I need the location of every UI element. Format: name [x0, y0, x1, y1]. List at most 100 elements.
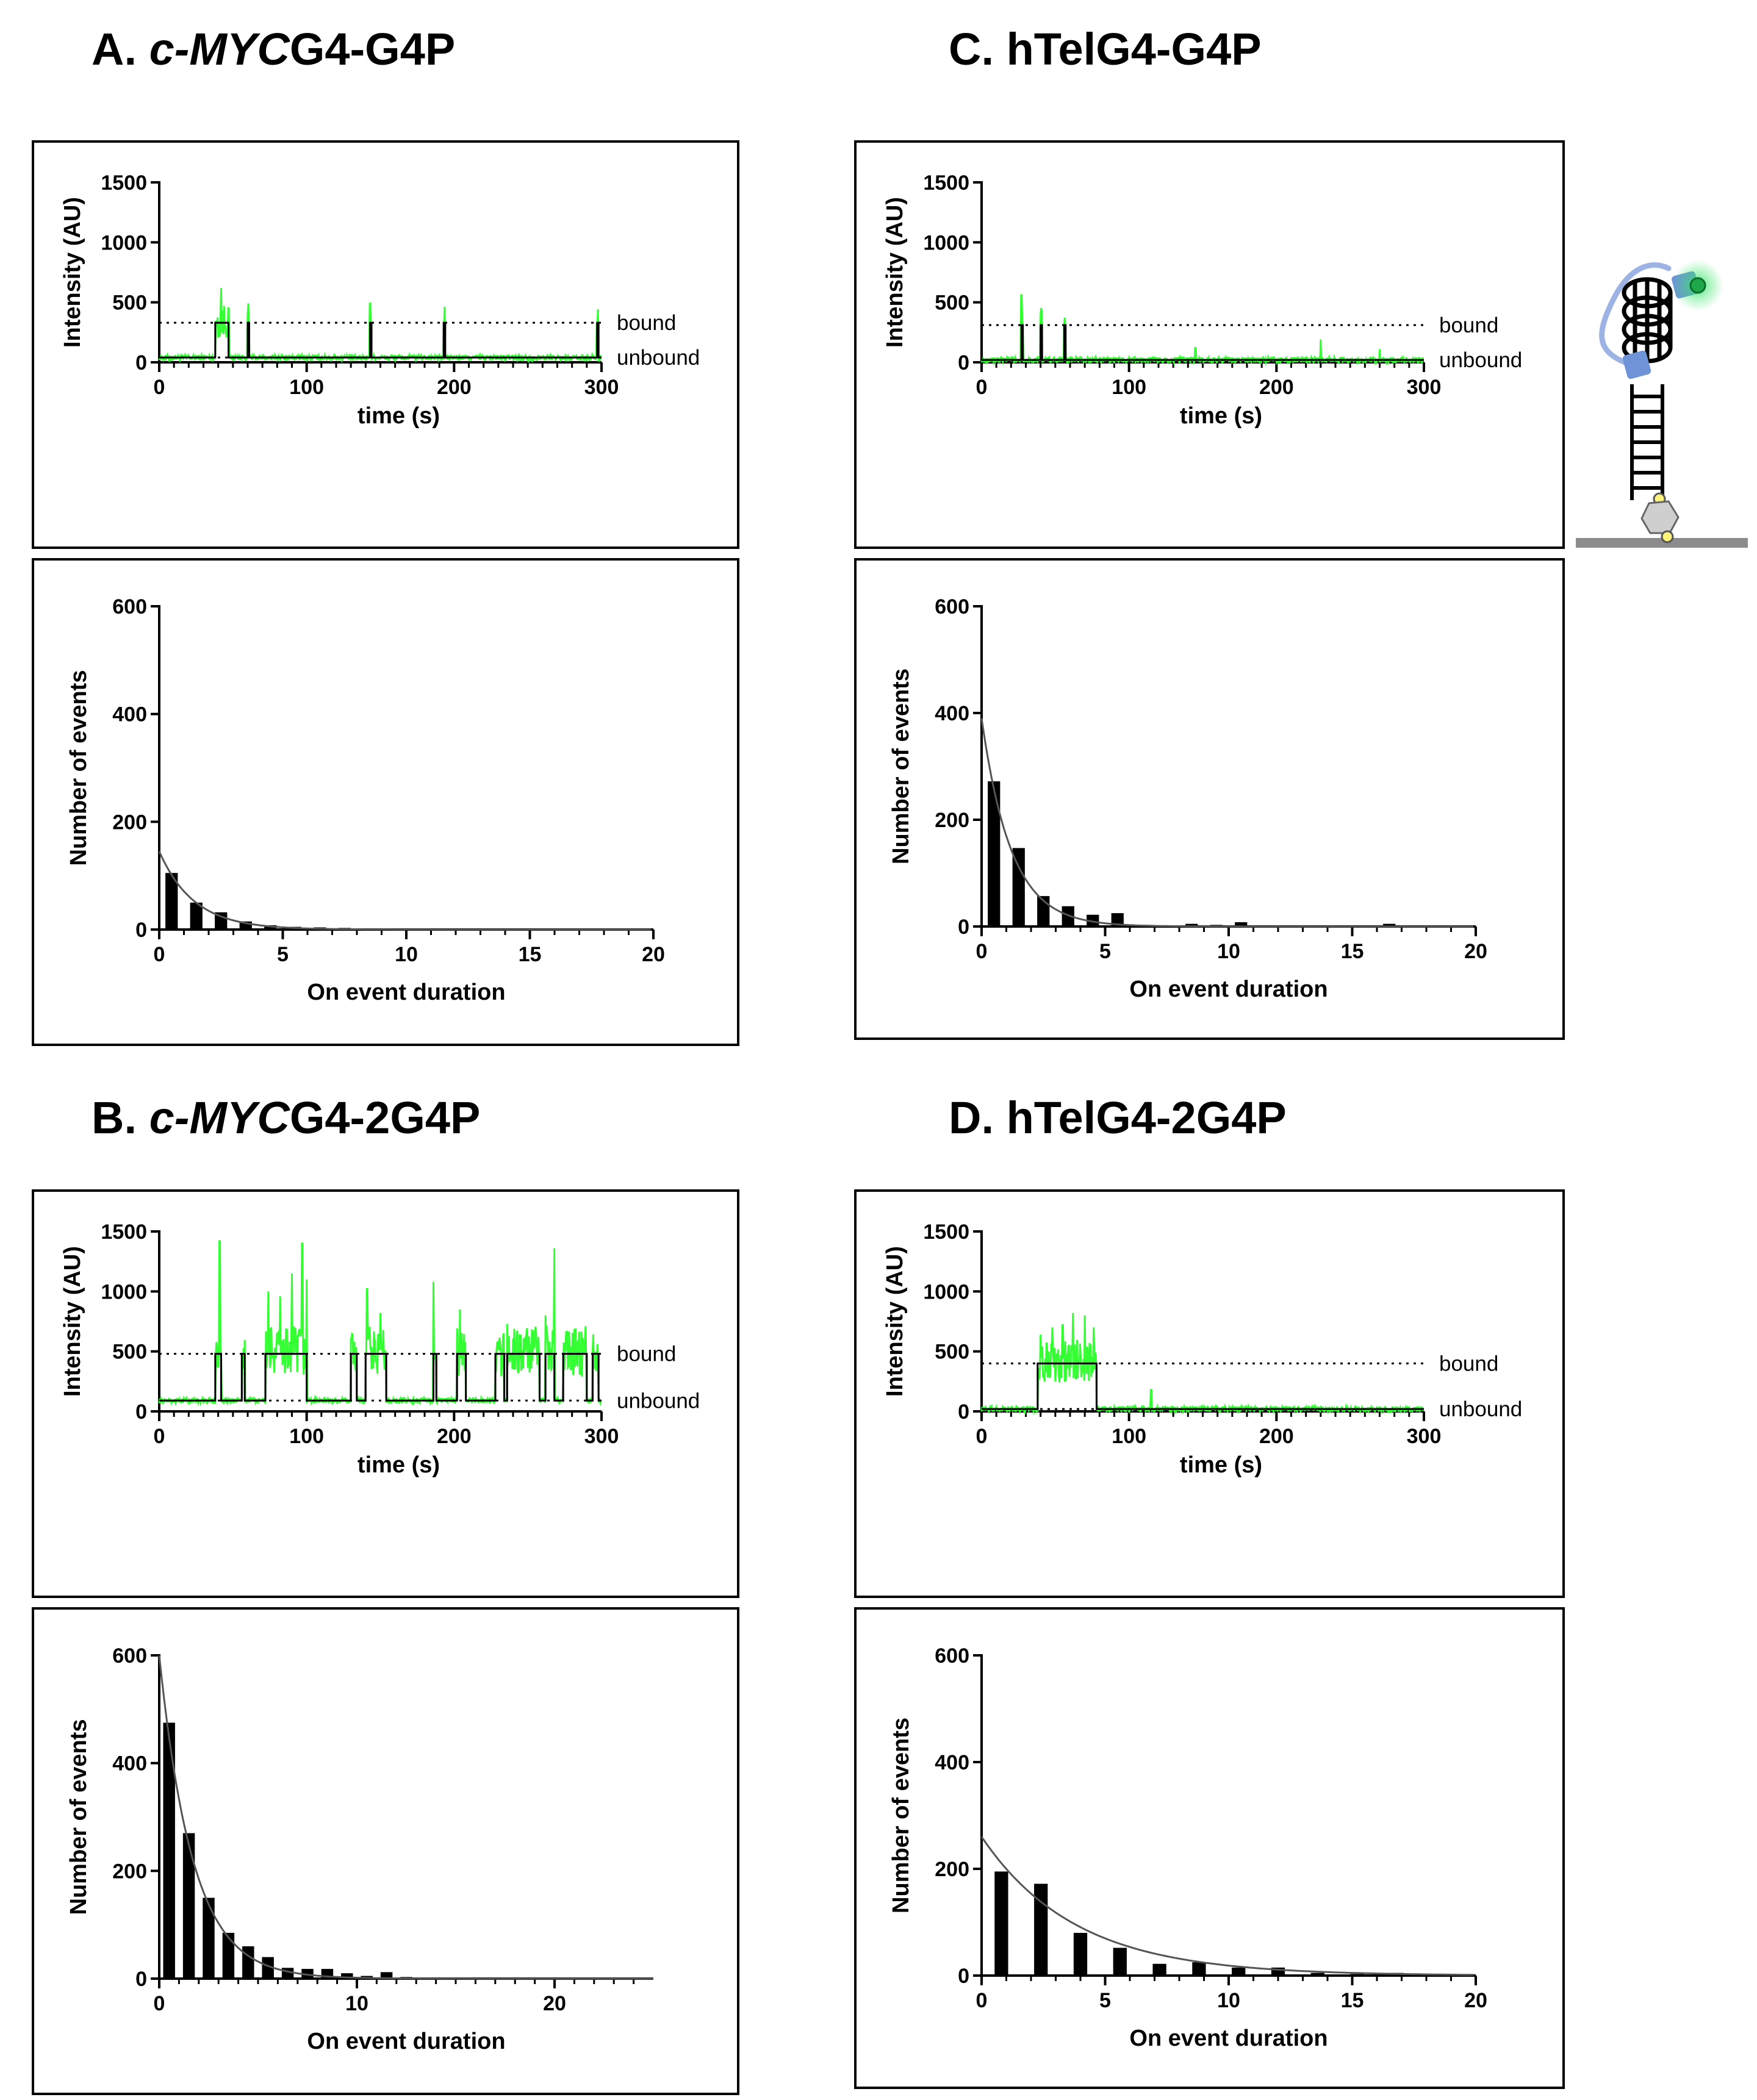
linker-loop — [1599, 262, 1672, 369]
y-tick-label: 200 — [935, 1858, 969, 1881]
unbound-label: unbound — [1439, 1397, 1522, 1421]
g4-construct-schematic — [1576, 260, 1748, 548]
surface-bar — [1576, 538, 1748, 548]
y-tick-label: 600 — [112, 595, 147, 618]
y-tick-label: 400 — [112, 1752, 147, 1776]
x-tick-label: 100 — [1112, 376, 1146, 399]
x-tick-label: 20 — [543, 1992, 566, 2015]
x-tick-label: 300 — [584, 376, 619, 399]
x-tick-label: 0 — [976, 940, 988, 963]
chart-a-histogram-box: 0 200 400 600 0 5 10 15 20 On event duration Numbe… — [32, 558, 739, 1046]
x-tick-label: 10 — [1217, 1989, 1240, 2012]
idealized-state-trace — [159, 1353, 602, 1402]
y-tick-label: 0 — [958, 351, 969, 374]
fluorophore-icon — [1689, 277, 1706, 294]
y-axis-title: Intensity (AU) — [882, 197, 908, 348]
y-tick-label: 500 — [935, 1341, 969, 1364]
exponential-fit-curve — [980, 1836, 1473, 1976]
x-axis-title: time (s) — [1180, 1452, 1262, 1478]
chart-d-trace-box: 0 500 1000 1500 0 100 200 300 bound unbound time (… — [854, 1189, 1565, 1598]
intensity-trace — [980, 294, 1424, 366]
histogram-bar — [1350, 1974, 1364, 1976]
chart-b-trace-box: 0 500 1000 1500 0 100 200 300 bound unbound time (… — [32, 1189, 739, 1598]
histogram-bar — [242, 1946, 254, 1979]
intensity-trace — [980, 1313, 1425, 1415]
histogram-bar — [1192, 1962, 1206, 1976]
histogram-bar — [301, 1969, 314, 1979]
x-tick-label: 100 — [289, 376, 324, 399]
y-tick-label: 1500 — [923, 1220, 969, 1244]
x-tick-label: 5 — [1099, 940, 1111, 963]
exponential-fit-curve — [158, 851, 651, 931]
unbound-label: unbound — [1439, 348, 1522, 372]
x-axis-title: On event duration — [1129, 2026, 1328, 2051]
x-tick-label: 0 — [976, 376, 988, 399]
panel-title-c: C. hTelG4-G4P — [949, 24, 1262, 74]
chart-a-histogram: 0 200 400 600 0 5 10 15 20 On event duration Numbe… — [66, 595, 665, 1005]
chart-c-trace-box: 0 500 1000 1500 0 100 200 300 bound unbound time (… — [854, 140, 1565, 549]
x-tick-label: 15 — [519, 943, 542, 966]
y-tick-label: 200 — [112, 811, 147, 834]
histogram-bar — [1185, 923, 1198, 926]
x-tick-label: 0 — [976, 1425, 988, 1448]
chart-c-histogram: 0 200 400 600 0 5 10 15 20 On event duration Numbe… — [888, 595, 1487, 1002]
unbound-label: unbound — [617, 1389, 700, 1413]
y-tick-label: 500 — [935, 292, 969, 315]
histogram-bar — [380, 1972, 393, 1979]
unbound-label: unbound — [617, 346, 700, 370]
x-tick-label: 10 — [1217, 940, 1240, 963]
x-tick-label: 300 — [1407, 1425, 1442, 1448]
idealized-state-trace — [159, 321, 602, 359]
histogram-bar — [1062, 906, 1074, 926]
y-tick-label: 600 — [935, 1644, 969, 1668]
histogram-bar — [1087, 914, 1099, 926]
y-tick-label: 400 — [935, 1751, 969, 1774]
panel-title-b: B. c-MYCG4-2G4P — [92, 1092, 481, 1143]
biotin-bottom-icon — [1661, 530, 1674, 543]
y-tick-label: 1500 — [101, 171, 147, 195]
y-tick-label: 0 — [135, 919, 147, 942]
histogram-bar — [165, 873, 178, 930]
x-tick-label: 300 — [1407, 376, 1442, 399]
chart-c-trace: 0 500 1000 1500 0 100 200 300 bound unbound time (… — [882, 171, 1522, 429]
x-tick-label: 10 — [395, 943, 418, 966]
x-tick-label: 20 — [1464, 1989, 1487, 2012]
x-tick-label: 300 — [584, 1425, 619, 1448]
x-tick-label: 0 — [154, 1425, 165, 1448]
chart-d-histogram: 0 200 400 600 0 5 10 15 20 On event duration Numbe… — [888, 1644, 1487, 2051]
chart-b-trace: 0 500 1000 1500 0 100 200 300 bound unbound time (… — [60, 1220, 700, 1478]
x-axis-title: time (s) — [358, 403, 440, 429]
x-tick-label: 5 — [277, 943, 289, 966]
bound-label: bound — [617, 311, 676, 335]
x-tick-label: 200 — [437, 1425, 472, 1448]
bound-label: bound — [1439, 1352, 1498, 1375]
y-axis-title: Number of events — [66, 1719, 92, 1915]
histogram-bar — [1012, 848, 1025, 926]
histogram-bar — [190, 902, 203, 930]
y-tick-label: 0 — [958, 1400, 969, 1424]
y-tick-label: 1500 — [923, 171, 969, 195]
histogram-bar — [1113, 1948, 1127, 1976]
x-axis-title: time (s) — [358, 1452, 440, 1478]
x-axis-title: On event duration — [1129, 977, 1328, 1002]
exponential-fit-curve — [158, 1655, 653, 1980]
x-tick-label: 100 — [1112, 1425, 1146, 1448]
intensity-trace — [158, 288, 602, 364]
y-axis-title: Intensity (AU) — [60, 1246, 85, 1397]
histogram-bar — [1152, 1963, 1166, 1976]
chart-d-trace: 0 500 1000 1500 0 100 200 300 bound unbound time (… — [882, 1220, 1522, 1478]
x-tick-label: 0 — [154, 1992, 165, 2015]
y-tick-label: 1000 — [101, 1280, 147, 1303]
histogram-bar — [262, 1957, 274, 1979]
y-tick-label: 500 — [112, 1341, 147, 1364]
y-tick-label: 1500 — [101, 1220, 147, 1244]
y-axis-title: Number of events — [888, 1718, 914, 1913]
chart-d-histogram-box: 0 200 400 600 0 5 10 15 20 On event duration Numbe… — [854, 1607, 1565, 2089]
x-axis-title: time (s) — [1180, 403, 1262, 429]
y-tick-label: 0 — [958, 1965, 969, 1988]
idealized-state-trace — [982, 324, 1424, 361]
x-tick-label: 10 — [345, 1992, 368, 2015]
x-tick-label: 200 — [1259, 1425, 1294, 1448]
dna-duplex-icon — [1630, 384, 1664, 500]
y-tick-label: 600 — [935, 595, 969, 618]
